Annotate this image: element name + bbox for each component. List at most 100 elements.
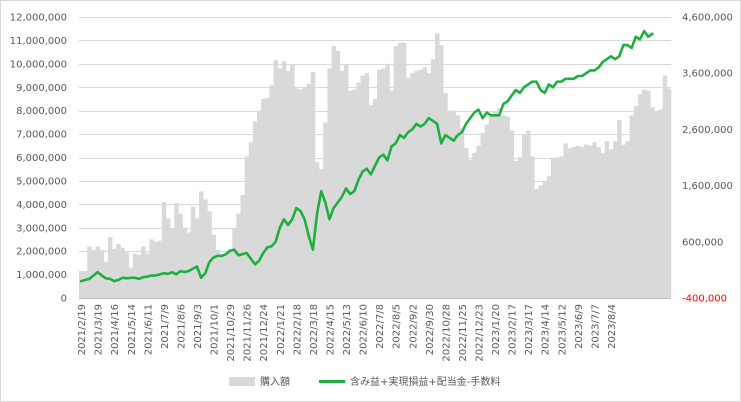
bar — [613, 141, 618, 298]
y-left-tick-label: 5,000,000 — [16, 176, 67, 187]
bar — [182, 227, 187, 298]
bar — [310, 72, 316, 298]
bar — [439, 45, 444, 298]
bar — [174, 203, 179, 298]
x-tick-label: 2021/5/14 — [127, 304, 138, 355]
bar — [480, 132, 486, 298]
bar — [323, 122, 328, 299]
bar — [621, 144, 626, 298]
bar — [107, 237, 113, 298]
bar — [265, 97, 270, 298]
bar — [269, 84, 274, 298]
bar — [575, 145, 581, 298]
bar — [149, 239, 154, 298]
x-tick-label: 2022/9/30 — [425, 304, 436, 355]
bar — [244, 156, 250, 298]
bar — [298, 89, 303, 298]
bar — [343, 65, 349, 298]
bar — [302, 87, 307, 298]
bar — [277, 68, 283, 299]
y-left-tick-label: 10,000,000 — [10, 59, 67, 70]
bar — [153, 241, 158, 298]
x-axis: 2021/2/19 2021/3/19 2021/4/16 2021/5/14 2021… — [77, 298, 671, 362]
bar — [124, 252, 129, 298]
y-left-tick-label: 12,000,000 — [10, 13, 67, 24]
bar — [136, 254, 142, 298]
bar — [87, 246, 92, 298]
y-left-tick-label: 9,000,000 — [16, 83, 67, 94]
bar — [294, 88, 299, 298]
bar — [571, 146, 577, 298]
bar — [116, 244, 121, 298]
bar — [203, 199, 208, 298]
legend: 購入額 含み益+実現損益+配当金-手数料 — [229, 375, 500, 388]
bar — [459, 128, 465, 298]
bar — [430, 59, 436, 299]
bar — [178, 213, 183, 298]
x-tick-label: 2021/4/16 — [110, 304, 121, 355]
bar — [335, 50, 341, 299]
bar — [646, 90, 651, 298]
bar — [517, 157, 523, 298]
bar — [285, 70, 291, 298]
series-line — [79, 29, 654, 283]
x-tick-label: 2021/10/1 — [210, 304, 221, 355]
bar — [476, 145, 481, 298]
y-right-tick-label: 4,600,000 — [682, 13, 733, 24]
x-tick-label: 2021/10/29 — [226, 304, 237, 362]
x-tick-label: 2022/5/13 — [342, 304, 353, 355]
bar — [584, 144, 589, 298]
x-tick-label: 2021/9/3 — [193, 304, 204, 349]
bar — [563, 143, 568, 298]
bar — [190, 206, 196, 298]
bar — [513, 161, 519, 298]
bar — [389, 90, 394, 298]
bar — [356, 82, 361, 298]
bar — [650, 107, 655, 299]
bar — [501, 115, 506, 298]
bar — [592, 142, 597, 298]
bar — [505, 116, 510, 299]
x-tick-label: 2021/7/9 — [160, 304, 171, 349]
bar — [381, 68, 386, 299]
bar — [141, 246, 146, 298]
x-tick-label: 2022/7/8 — [375, 304, 386, 349]
bar — [219, 254, 225, 298]
x-tick-label: 2022/1/21 — [276, 304, 287, 355]
bar — [161, 201, 167, 298]
bar — [464, 148, 469, 298]
x-tick-label: 2022/11/25 — [458, 304, 469, 362]
bar — [633, 105, 639, 298]
y-left-tick-label: 3,000,000 — [16, 223, 67, 234]
x-tick-label: 2021/11/26 — [243, 304, 254, 362]
bar — [207, 211, 212, 298]
x-tick-label: 2022/4/15 — [325, 304, 336, 355]
bar — [418, 69, 423, 298]
bar — [451, 110, 457, 298]
bar — [290, 65, 295, 298]
bar — [215, 250, 221, 298]
bar — [385, 63, 390, 298]
x-tick-label: 2023/4/14 — [541, 304, 552, 355]
bar — [435, 33, 440, 298]
line-series — [79, 29, 654, 283]
bar — [658, 109, 664, 298]
bar — [484, 124, 490, 298]
bar — [509, 130, 514, 298]
bar — [194, 218, 200, 298]
bar — [488, 114, 494, 299]
y-right-tick-label: 2,600,000 — [682, 125, 733, 136]
bar — [608, 149, 614, 298]
x-tick-label: 2023/2/17 — [508, 304, 519, 355]
y-left-tick-label: 6,000,000 — [16, 153, 67, 164]
x-tick-label: 2023/6/9 — [574, 304, 585, 349]
bar — [79, 271, 84, 298]
y-left-tick-label: 0 — [61, 294, 67, 305]
x-tick-label: 2022/2/18 — [292, 304, 303, 355]
bar — [397, 42, 403, 299]
bar — [492, 111, 498, 298]
bar — [165, 218, 171, 298]
bar — [364, 73, 370, 298]
bar — [157, 240, 163, 298]
